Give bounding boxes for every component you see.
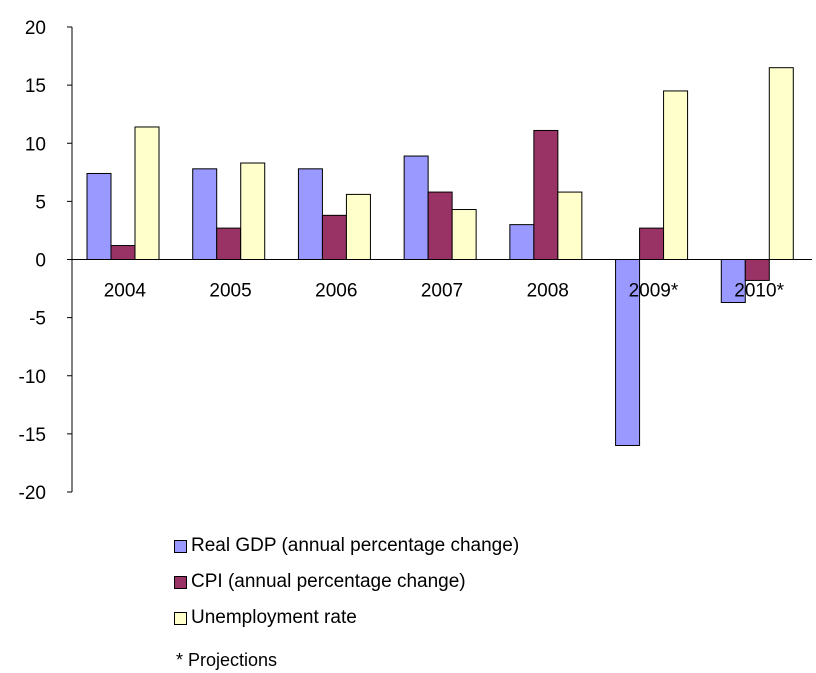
legend-swatch-cpi [174, 575, 187, 589]
legend-label-cpi: CPI (annual percentage change) [191, 571, 466, 592]
x-tick-labels: 2004 2005 2006 2007 2008 2009* 2010* [104, 281, 785, 302]
bar-unemployment-2007 [451, 209, 477, 260]
legend-swatch-real-gdp [174, 539, 187, 553]
x-tick-label: 2006 [315, 281, 357, 302]
bar-real-gdp-2009 [615, 259, 641, 446]
legend: Real GDP (annual percentage change) CPI … [174, 528, 519, 636]
legend-item-unemployment: Unemployment rate [174, 600, 519, 636]
legend-item-real-gdp: Real GDP (annual percentage change) [174, 528, 519, 564]
y-tick-label: -20 [19, 483, 46, 504]
bar-cpi-2007 [427, 191, 453, 260]
bar-unemployment-2009 [663, 90, 689, 260]
legend-label-real-gdp: Real GDP (annual percentage change) [191, 535, 520, 556]
bars-layer [86, 67, 794, 446]
x-tick-label: 2004 [104, 281, 147, 302]
bar-unemployment-2010 [768, 67, 794, 260]
bar-unemployment-2006 [345, 193, 371, 260]
x-tick-label: 2005 [209, 281, 251, 302]
bar-unemployment-2008 [557, 191, 583, 260]
bar-cpi-2008 [533, 129, 559, 260]
x-tick-label: 2009* [629, 281, 679, 302]
y-tick-label: -5 [29, 309, 46, 330]
legend-swatch-unemployment [174, 611, 187, 625]
y-tick-label: 0 [35, 251, 46, 272]
y-ticks: 20 15 10 5 0 -5 -10 -15 -20 [19, 18, 72, 504]
bar-cpi-2009 [639, 227, 665, 261]
bar-real-gdp-2006 [297, 168, 323, 260]
projections-footnote: * Projections [176, 650, 278, 670]
y-tick-label: -10 [19, 367, 46, 388]
bar-real-gdp-2004 [86, 172, 112, 261]
chart-svg: 20 15 10 5 0 -5 -10 -15 -20 2004 2005 2006 2007 2008… [19, 18, 812, 504]
x-tick-label: 2010* [734, 281, 784, 302]
bar-real-gdp-2007 [403, 155, 429, 261]
bar-real-gdp-2008 [509, 224, 535, 260]
x-tick-label: 2008 [527, 281, 569, 302]
legend-item-cpi: CPI (annual percentage change) [174, 564, 519, 600]
bar-real-gdp-2010 [720, 259, 746, 304]
legend-label-unemployment: Unemployment rate [191, 607, 357, 628]
y-tick-label: 20 [25, 18, 46, 39]
y-tick-label: 5 [35, 192, 46, 213]
bar-real-gdp-2005 [192, 168, 218, 260]
bar-cpi-2005 [216, 227, 242, 261]
bar-cpi-2010 [744, 259, 770, 281]
bar-cpi-2006 [321, 214, 347, 260]
y-tick-label: -15 [19, 425, 46, 446]
bar-unemployment-2005 [240, 162, 266, 260]
bar-unemployment-2004 [134, 126, 160, 260]
bar-cpi-2004 [110, 245, 136, 261]
y-tick-label: 15 [25, 76, 46, 97]
x-tick-label: 2007 [421, 281, 463, 302]
y-tick-label: 10 [25, 134, 46, 155]
